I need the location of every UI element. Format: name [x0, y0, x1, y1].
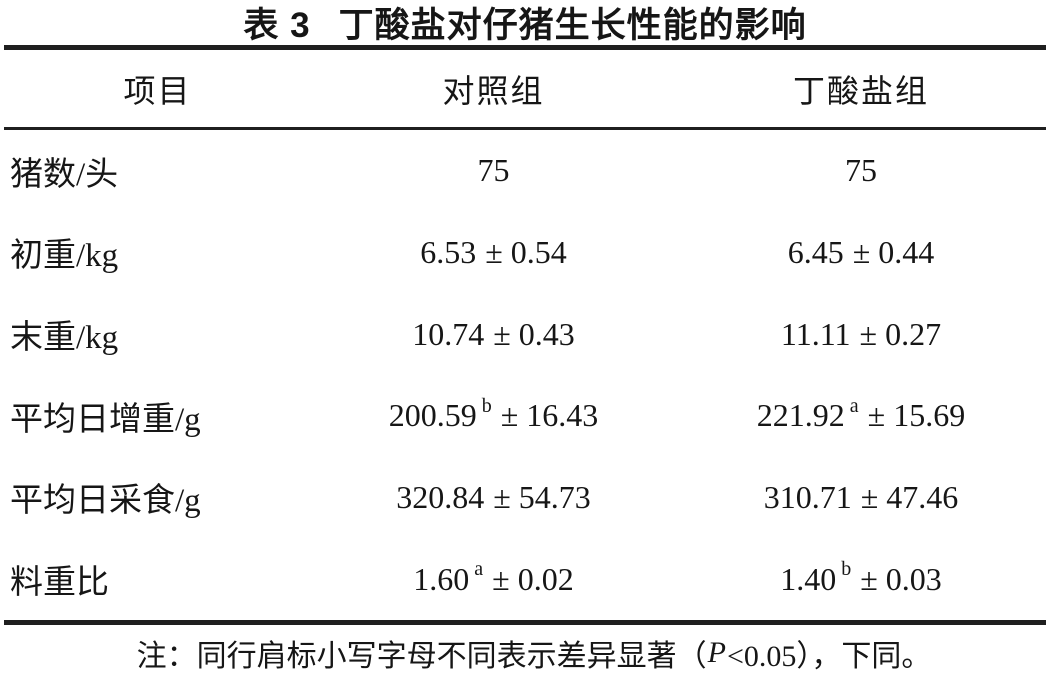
- row-label: 初重/kg: [10, 238, 119, 275]
- table-footnote: 注：同行肩标小写字母不同表示差异显著（ P <0.05），下同。: [0, 625, 1050, 682]
- table-number: 表 3: [243, 6, 311, 45]
- row-label: 猪数/头: [10, 156, 119, 193]
- bottom-rule: [4, 619, 1046, 625]
- cell-mean: 10.74: [412, 315, 485, 352]
- cell-mean: 310.71: [763, 478, 852, 515]
- table-title-text: 丁酸盐对仔猪生长性能的影响: [338, 6, 807, 45]
- butyrate-cell: 75: [672, 152, 1050, 189]
- cell-sd: ± 0.43: [493, 315, 575, 352]
- butyrate-cell: 1.40 b ± 0.03: [672, 557, 1050, 598]
- row-label: 料重比: [10, 565, 109, 602]
- butyrate-cell: 11.11 ± 0.27: [672, 316, 1050, 353]
- top-rule: [4, 45, 1046, 50]
- header-row: 项目 对照组 丁酸盐组: [0, 50, 1050, 127]
- row-label: 末重/kg: [10, 320, 119, 357]
- cell-superscript: b: [841, 557, 852, 580]
- table-title: 表 3 丁酸盐对仔猪生长性能的影响: [0, 0, 1050, 45]
- table-row: 平均日采食/g 320.84 ± 54.73 310.71 ± 47.46: [0, 457, 1050, 539]
- cell-sd: ± 54.73: [493, 478, 591, 515]
- cell-sd: ± 47.46: [860, 478, 959, 515]
- cell-sd: ± 0.44: [852, 233, 935, 270]
- table-row: 料重比 1.60 a ± 0.02 1.40 b ± 0.03: [0, 538, 1050, 620]
- footnote-p-symbol: P: [707, 636, 726, 670]
- cell-superscript: a: [849, 394, 859, 417]
- cell-sd: ± 15.69: [867, 397, 966, 434]
- cell-mean: 75: [477, 152, 510, 189]
- control-cell: 1.60 a ± 0.02: [315, 557, 672, 598]
- footnote-text-before-p: 注：同行肩标小写字母不同表示差异显著（: [136, 640, 707, 674]
- cell-sd: ± 16.43: [500, 397, 599, 434]
- table-row: 猪数/头 75 75: [0, 130, 1050, 212]
- cell-mean: 320.84: [396, 478, 485, 515]
- table-row: 末重/kg 10.74 ± 0.43 11.11 ± 0.27: [0, 293, 1050, 375]
- control-cell: 320.84 ± 54.73: [315, 479, 672, 516]
- control-cell: 75: [315, 152, 672, 189]
- control-cell: 6.53 ± 0.54: [315, 234, 672, 271]
- cell-mean: 75: [845, 152, 877, 189]
- cell-mean: 221.92: [756, 397, 845, 434]
- cell-mean: 11.11: [780, 315, 851, 352]
- cell-superscript: a: [474, 557, 484, 580]
- table-row: 初重/kg 6.53 ± 0.54 6.45 ± 0.44: [0, 212, 1050, 294]
- table-row: 平均日增重/g 200.59 b ± 16.43 221.92 a ± 15.69: [0, 375, 1050, 457]
- cell-mean: 200.59: [388, 397, 477, 434]
- footnote-text-after-p: <0.05），下同。: [726, 640, 932, 674]
- header-rule: [4, 127, 1046, 130]
- butyrate-cell: 310.71 ± 47.46: [672, 479, 1050, 516]
- cell-mean: 6.45: [787, 233, 844, 270]
- cell-superscript: b: [481, 394, 492, 417]
- header-control-group: 对照组: [442, 72, 545, 109]
- cell-mean: 6.53: [420, 233, 477, 270]
- header-item: 项目: [123, 72, 192, 109]
- row-label: 平均日采食/g: [10, 483, 201, 520]
- control-cell: 10.74 ± 0.43: [315, 316, 672, 353]
- butyrate-cell: 6.45 ± 0.44: [672, 234, 1050, 271]
- row-label: 平均日增重/g: [10, 401, 201, 438]
- table-header: 项目 对照组 丁酸盐组: [0, 50, 1050, 127]
- cell-sd: ± 0.03: [860, 560, 942, 597]
- cell-sd: ± 0.27: [859, 315, 942, 352]
- header-butyrate-group: 丁酸盐组: [792, 72, 929, 109]
- butyrate-cell: 221.92 a ± 15.69: [672, 394, 1050, 434]
- control-cell: 200.59 b ± 16.43: [315, 394, 672, 434]
- table-body: 猪数/头 75 75 初重/kg 6.53 ± 0.54 6.45 ± 0.44 末…: [0, 130, 1050, 620]
- cell-sd: ± 0.02: [492, 560, 574, 597]
- cell-mean: 1.60: [413, 560, 470, 597]
- cell-mean: 1.40: [780, 560, 837, 597]
- cell-sd: ± 0.54: [485, 233, 567, 270]
